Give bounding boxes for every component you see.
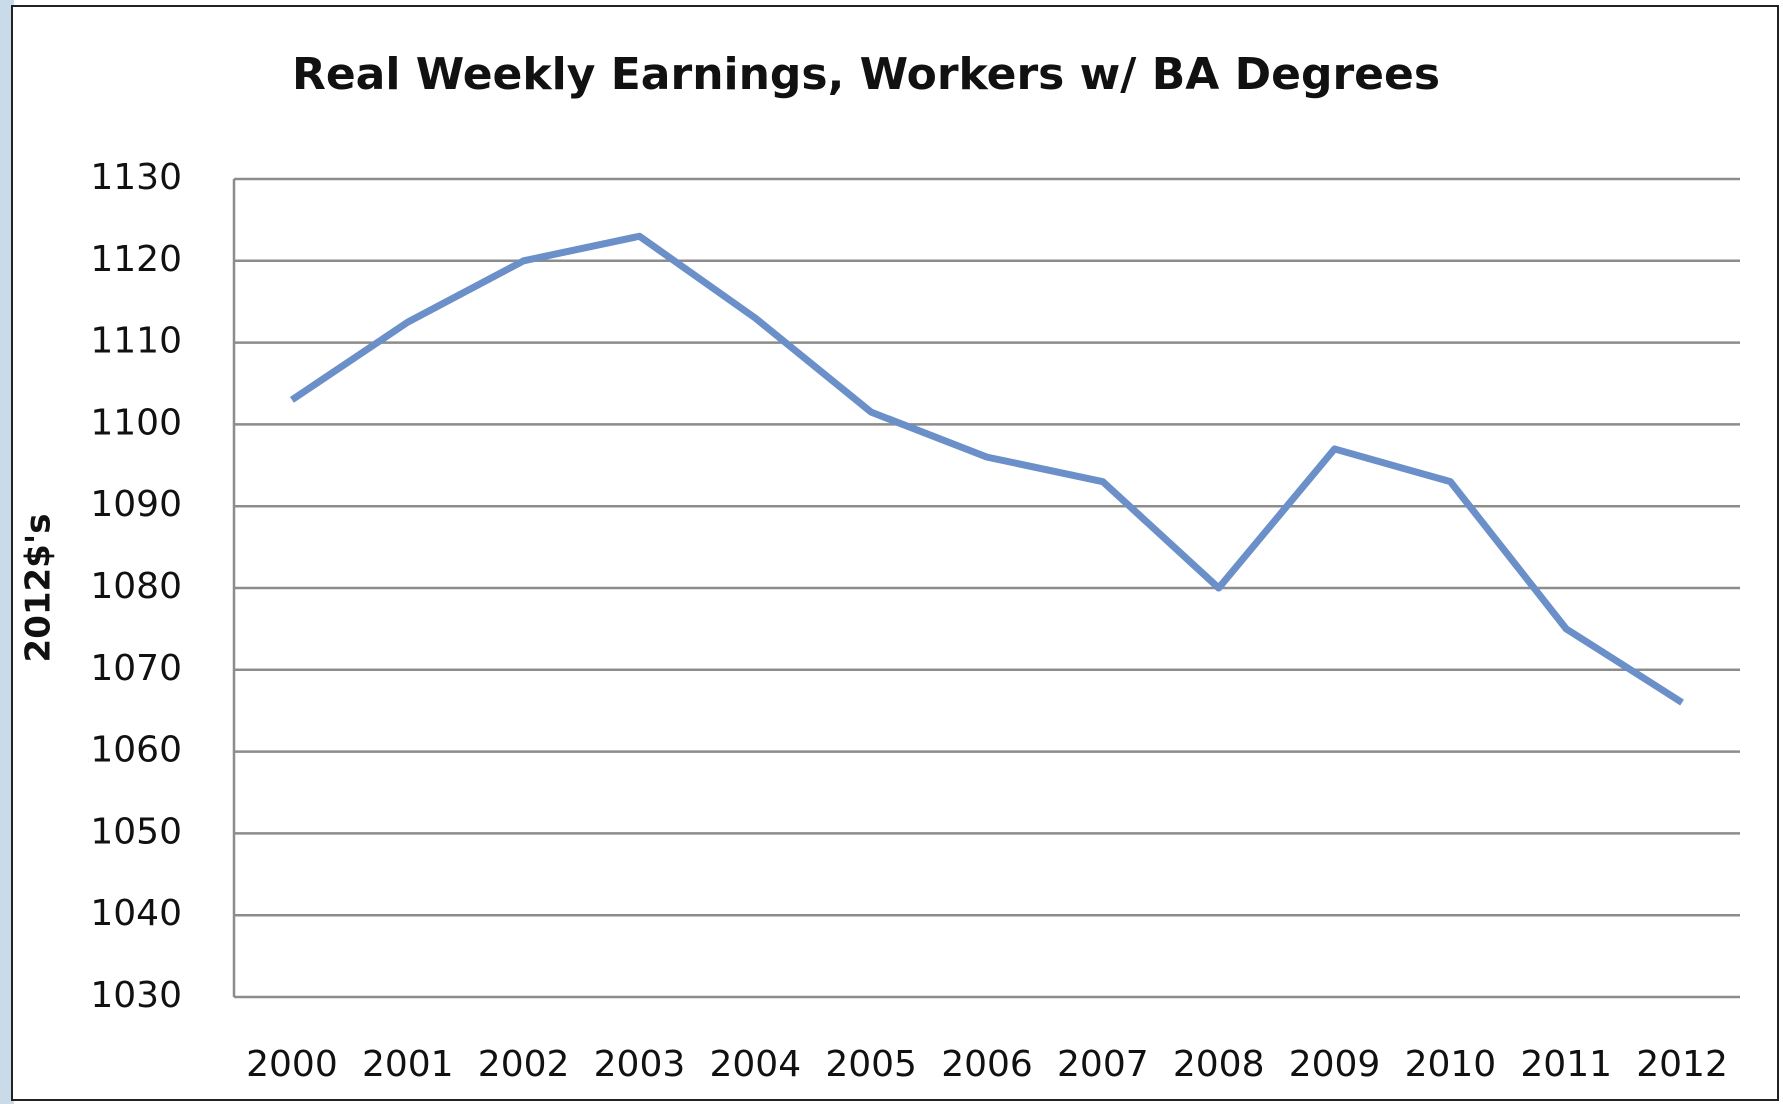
- left-edge: [0, 0, 14, 1104]
- chart-frame: [11, 5, 1779, 1101]
- x-tick-label: 2005: [825, 1044, 917, 1085]
- x-tick-label: 2007: [1057, 1044, 1149, 1085]
- y-tick-label: 1050: [90, 811, 182, 852]
- line-series: [289, 232, 1684, 706]
- x-tick-label: 2001: [362, 1044, 454, 1085]
- x-tick-label: 2002: [478, 1044, 570, 1085]
- x-tick-label: 2008: [1173, 1044, 1265, 1085]
- y-tick-label: 1110: [90, 321, 182, 362]
- y-tick-label: 1070: [90, 648, 182, 689]
- y-tick-label: 1100: [90, 402, 182, 443]
- y-tick-label: 1080: [90, 566, 182, 607]
- y-tick-label: 1040: [90, 893, 182, 934]
- x-tick-label: 2011: [1520, 1044, 1612, 1085]
- y-axis-label: 2012$'s: [19, 514, 59, 663]
- x-tick-label: 2010: [1405, 1044, 1497, 1085]
- y-tick-label: 1090: [90, 484, 182, 525]
- y-tick-label: 1130: [90, 157, 182, 198]
- x-tick-label: 2004: [709, 1044, 801, 1085]
- y-tick-label: 1120: [90, 239, 182, 280]
- x-tick-label: 2000: [246, 1044, 338, 1085]
- x-tick-label: 2006: [941, 1044, 1033, 1085]
- chart-title: Real Weekly Earnings, Workers w/ BA Degr…: [292, 49, 1440, 100]
- y-tick-label: 1060: [90, 730, 182, 771]
- x-tick-label: 2009: [1289, 1044, 1381, 1085]
- x-tick-label: 2003: [594, 1044, 686, 1085]
- y-tick-label: 1030: [90, 975, 182, 1016]
- x-tick-label: 2012: [1636, 1044, 1728, 1085]
